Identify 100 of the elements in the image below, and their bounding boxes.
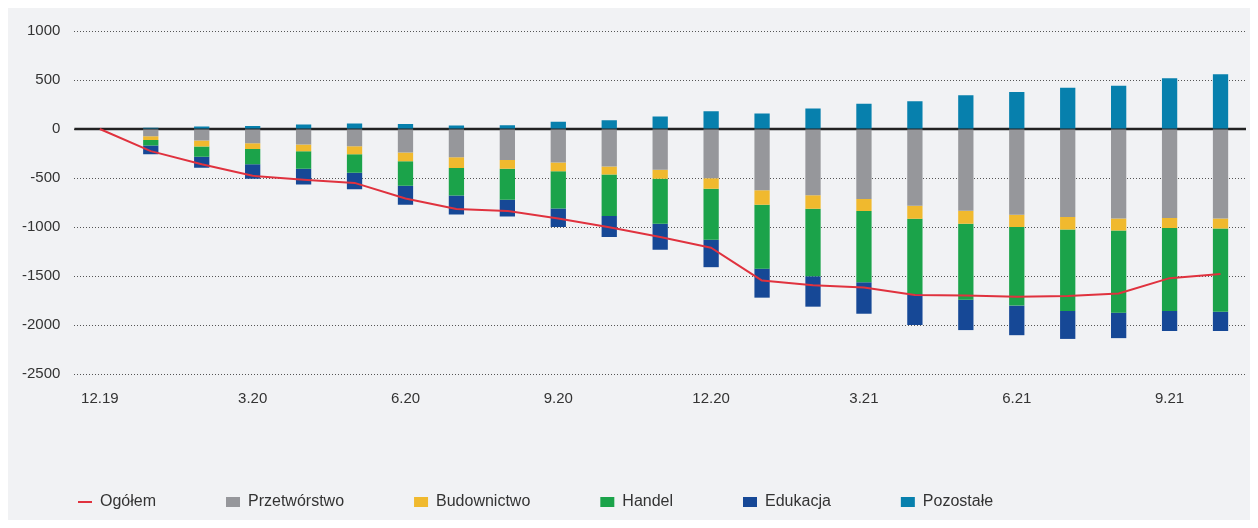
bar	[907, 129, 923, 206]
y-tick-label: -2500	[21, 364, 61, 382]
legend-label: Przetwórstwo	[248, 492, 345, 510]
bar	[958, 223, 974, 300]
y-tick-label: -500	[30, 168, 61, 186]
bar	[652, 129, 668, 170]
bar	[1111, 129, 1127, 219]
bar	[754, 190, 770, 205]
bar	[754, 268, 770, 298]
legend-label: Edukacja	[765, 492, 831, 510]
bar	[295, 124, 312, 129]
bar	[397, 124, 414, 129]
bar	[907, 294, 923, 325]
y-tick-label: -1000	[21, 217, 61, 235]
bar	[346, 146, 363, 155]
bar	[1060, 229, 1076, 311]
bar	[499, 168, 515, 200]
bar	[1009, 227, 1025, 306]
bar	[499, 125, 515, 129]
bar	[499, 159, 515, 169]
bar	[856, 282, 872, 314]
bar	[194, 146, 210, 157]
bar	[346, 129, 363, 147]
bar	[1009, 214, 1025, 227]
bar	[703, 129, 719, 179]
bar	[1111, 230, 1127, 313]
bar	[245, 129, 261, 144]
bar	[601, 120, 617, 129]
bar	[1060, 129, 1076, 218]
bar	[856, 129, 872, 200]
bar	[958, 299, 974, 331]
bar	[245, 125, 261, 129]
bar	[958, 210, 974, 224]
bar	[652, 169, 668, 179]
bar	[805, 276, 821, 307]
bar	[856, 103, 872, 129]
bar	[958, 95, 974, 129]
bar	[805, 129, 821, 196]
bar	[1161, 78, 1178, 129]
x-tick-label: 12.19	[81, 389, 119, 407]
bar	[1111, 312, 1127, 339]
bar	[499, 129, 515, 160]
bar	[703, 188, 719, 240]
bar	[907, 101, 923, 129]
x-tick-label: 9.21	[1154, 389, 1185, 407]
bar	[703, 111, 719, 129]
bar	[754, 204, 770, 269]
bar	[397, 161, 414, 186]
bar	[1161, 228, 1178, 311]
bar	[346, 154, 363, 173]
bar	[1212, 74, 1229, 129]
bar	[295, 144, 312, 152]
bar	[550, 121, 566, 129]
bar	[958, 129, 974, 211]
x-tick-label: 6.20	[390, 389, 421, 407]
y-tick-label: -1500	[21, 266, 61, 284]
bar	[397, 152, 414, 162]
bar	[1161, 217, 1178, 229]
bar	[346, 123, 363, 129]
bar	[1009, 129, 1025, 215]
bar	[1212, 218, 1229, 229]
bar	[601, 129, 617, 167]
legend-label: Budownictwo	[436, 492, 531, 510]
bar	[1111, 218, 1127, 231]
legend-label: Handel	[622, 492, 674, 510]
bar	[1060, 217, 1076, 230]
bar	[1212, 129, 1229, 219]
bar	[805, 208, 821, 277]
x-tick-label: 6.21	[1002, 389, 1032, 407]
bar	[143, 136, 159, 140]
bar	[1060, 87, 1076, 129]
bar	[295, 129, 312, 145]
bar	[550, 171, 566, 209]
bar	[907, 205, 923, 219]
bar	[397, 129, 414, 153]
bar	[652, 178, 668, 224]
bar	[1060, 310, 1076, 339]
bar	[601, 174, 617, 217]
y-tick-label: 0	[52, 119, 61, 137]
bar	[448, 167, 465, 196]
x-tick-label: 3.20	[238, 389, 268, 407]
legend-label: Ogółem	[100, 492, 157, 510]
bar	[805, 195, 821, 209]
bar	[754, 113, 770, 129]
bar	[1111, 85, 1127, 129]
y-tick-label: 1000	[26, 21, 61, 39]
bar	[652, 223, 668, 250]
bar	[550, 162, 566, 172]
bar	[245, 148, 261, 165]
bar	[448, 129, 465, 158]
bar	[448, 157, 465, 168]
bar	[856, 199, 872, 212]
x-tick-label: 3.21	[849, 389, 879, 407]
bar	[703, 178, 719, 189]
bar	[907, 218, 923, 295]
x-tick-label: 12.20	[692, 389, 730, 407]
bar	[1009, 305, 1025, 336]
legend-label: Pozostałe	[922, 492, 994, 510]
bar	[245, 143, 261, 149]
y-tick-label: 500	[35, 70, 61, 88]
